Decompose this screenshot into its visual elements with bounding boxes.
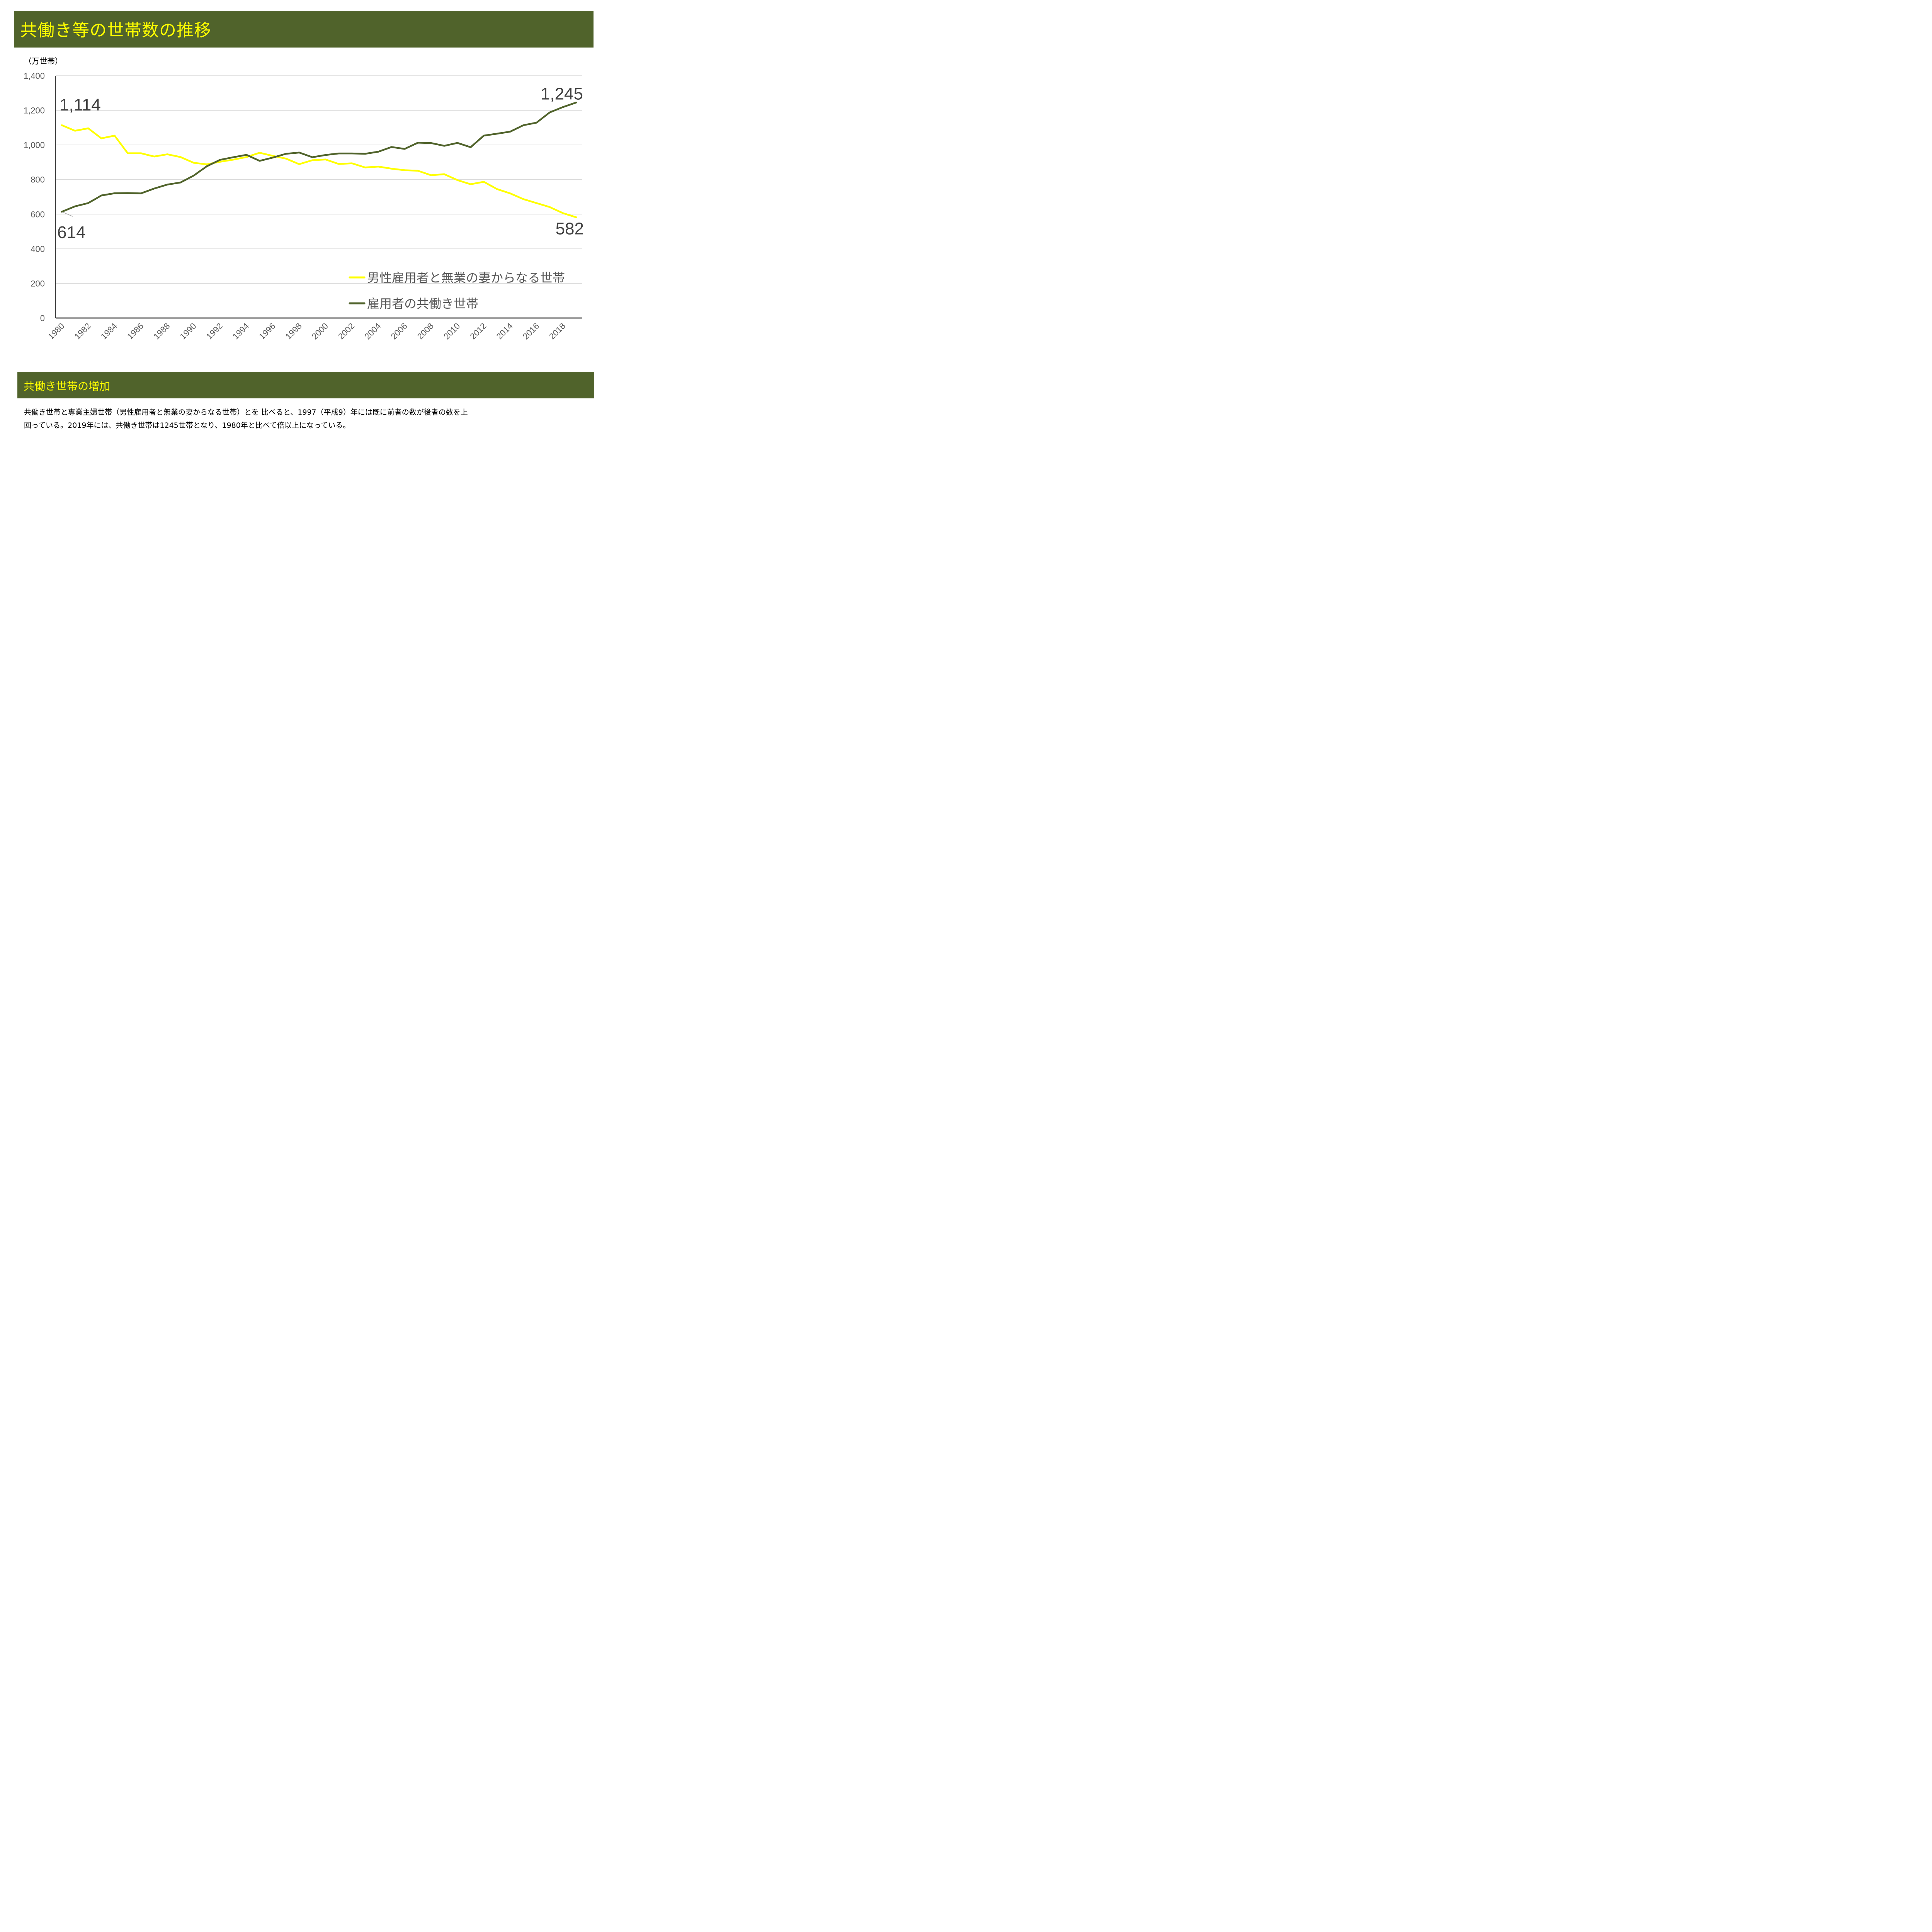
section-body: 共働き世帯と専業主婦世帯（男性雇用者と無業の妻からなる世帯）とを 比べると、19… <box>24 406 580 432</box>
legend-label: 男性雇用者と無業の妻からなる世帯 <box>367 270 565 285</box>
y-tick-label: 0 <box>40 313 45 323</box>
x-tick-label: 1980 <box>46 321 66 341</box>
x-tick-label: 2000 <box>310 321 330 341</box>
x-axis-ticks: 1980 1982 1984 1986 1988 1990 1992 1994 1996 1998… <box>46 321 567 341</box>
x-tick-label: 2008 <box>415 321 435 341</box>
page-title: 共働き等の世帯数の推移 <box>20 20 211 40</box>
body-line-2: 回っている。2019年には、共働き世帯は1245世帯となり、1980年と比べて倍… <box>24 421 350 430</box>
data-label: 582 <box>556 219 584 238</box>
y-tick-label: 800 <box>31 175 45 185</box>
grid-lines <box>56 75 582 284</box>
legend-label: 雇用者の共働き世帯 <box>367 296 478 311</box>
x-tick-label: 1986 <box>125 321 145 341</box>
x-tick-label: 2006 <box>389 321 409 341</box>
section-title: 共働き世帯の増加 <box>24 380 111 393</box>
x-tick-label: 1996 <box>257 321 277 341</box>
x-tick-label: 1984 <box>99 321 119 341</box>
y-tick-label: 400 <box>31 244 45 254</box>
x-tick-label: 2010 <box>442 321 462 341</box>
x-tick-label: 2004 <box>362 321 383 341</box>
y-axis-unit-label: （万世帯） <box>24 56 63 66</box>
y-tick-label: 1,400 <box>24 71 45 81</box>
data-label: 614 <box>57 223 85 242</box>
y-tick-label: 1,200 <box>24 106 45 116</box>
leader-line <box>61 211 73 217</box>
series-line-dual-earner <box>61 102 577 213</box>
x-tick-label: 1992 <box>204 321 224 341</box>
series-line-single-earner <box>61 124 577 218</box>
x-tick-label: 2016 <box>521 321 541 341</box>
data-annotations: 1,114 614 1,245 582 <box>57 84 584 242</box>
data-label: 1,245 <box>541 84 583 103</box>
series-lines <box>61 102 577 218</box>
x-tick-label: 2014 <box>495 321 515 341</box>
y-tick-label: 200 <box>31 279 45 288</box>
title-bar: 共働き等の世帯数の推移 <box>14 11 594 48</box>
y-tick-label: 1,000 <box>24 140 45 150</box>
x-tick-label: 2018 <box>547 321 567 341</box>
section-header: 共働き世帯の増加 <box>17 372 594 398</box>
x-tick-label: 2002 <box>336 321 356 341</box>
x-tick-label: 1998 <box>284 321 304 341</box>
x-tick-label: 1994 <box>231 321 251 341</box>
y-tick-label: 600 <box>31 209 45 219</box>
x-tick-label: 1982 <box>72 321 92 341</box>
x-tick-label: 1990 <box>178 321 198 341</box>
x-tick-label: 1988 <box>151 321 172 341</box>
y-axis-ticks: 0 200 400 600 800 1,000 1,200 1,400 <box>24 71 45 323</box>
data-label: 1,114 <box>60 95 101 114</box>
body-line-1: 共働き世帯と専業主婦世帯（男性雇用者と無業の妻からなる世帯）とを 比べると、19… <box>24 408 468 417</box>
x-tick-label: 2012 <box>468 321 488 341</box>
